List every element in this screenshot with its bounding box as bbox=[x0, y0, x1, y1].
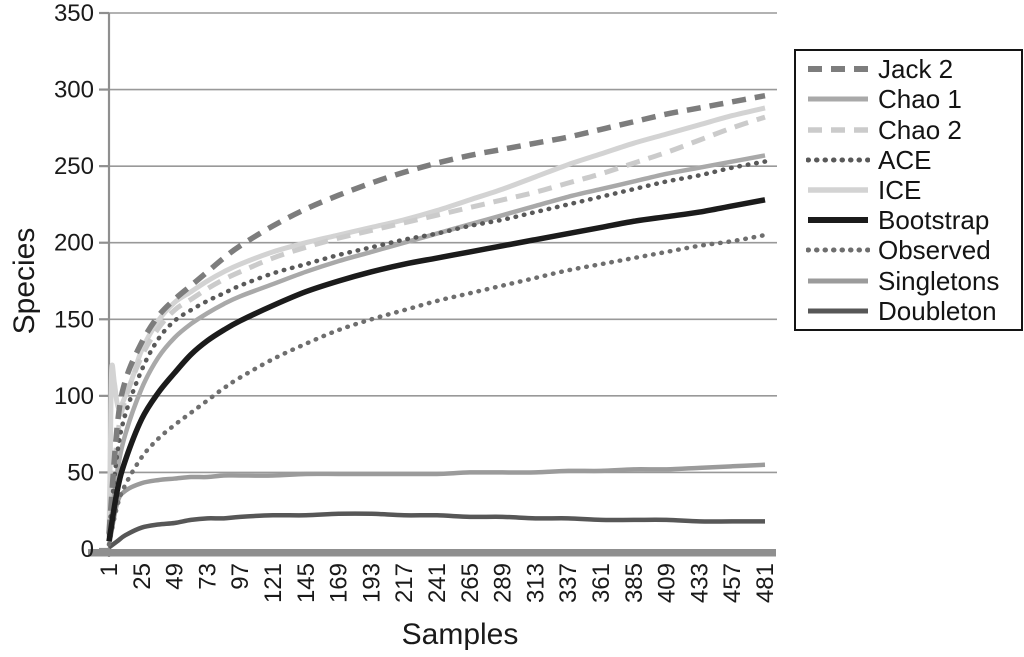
x-tick-label-25: 25 bbox=[129, 563, 156, 590]
legend-label: ACE bbox=[878, 144, 932, 175]
y-tick-label-350: 350 bbox=[54, 0, 94, 27]
x-tick-label-217: 217 bbox=[391, 563, 418, 603]
legend-swatch-dashed bbox=[808, 126, 868, 133]
data-series bbox=[106, 92, 768, 550]
x-tick-label-337: 337 bbox=[555, 563, 582, 603]
legend-item-chao-1: Chao 1 bbox=[806, 86, 1015, 112]
x-tick-label-457: 457 bbox=[719, 563, 746, 603]
gridlines bbox=[109, 12, 777, 474]
legend-swatch-solid bbox=[808, 308, 868, 314]
legend-label: Chao 2 bbox=[878, 114, 962, 145]
series-line-ace bbox=[106, 159, 768, 536]
series-line-doubleton bbox=[107, 511, 765, 550]
x-tick-label-385: 385 bbox=[621, 563, 648, 603]
x-axis-title: Samples bbox=[402, 618, 519, 651]
x-tick-label-289: 289 bbox=[490, 563, 517, 603]
legend-swatch-dashed bbox=[808, 66, 868, 73]
x-tick-label-169: 169 bbox=[326, 563, 353, 603]
x-tick-label-313: 313 bbox=[522, 563, 549, 603]
legend-label: ICE bbox=[878, 174, 922, 205]
series-line-singletons bbox=[106, 462, 766, 547]
y-tick-label-200: 200 bbox=[54, 230, 94, 257]
series-line-chao-2 bbox=[106, 114, 766, 531]
x-tick-label-193: 193 bbox=[358, 563, 385, 603]
series-line-bootstrap bbox=[106, 197, 766, 542]
legend-item-jack-2: Jack 2 bbox=[806, 56, 1015, 82]
legend-label: Chao 1 bbox=[878, 84, 962, 115]
legend-swatch-solid bbox=[808, 217, 868, 224]
legend-item-observed: Observed bbox=[806, 237, 1015, 263]
legend-item-ace: ACE bbox=[806, 147, 1015, 173]
x-tick-label-73: 73 bbox=[194, 563, 221, 590]
x-tick-label-1: 1 bbox=[96, 563, 123, 576]
legend-label: Doubleton bbox=[878, 295, 997, 326]
legend-box: Jack 2 Chao 1 Chao 2 ACE ICE Bootstrap Observe… bbox=[794, 49, 1023, 331]
series-line-chao-1 bbox=[106, 153, 766, 538]
legend-swatch-solid bbox=[808, 96, 868, 102]
legend-swatch-dotted bbox=[806, 157, 870, 163]
x-tick-label-145: 145 bbox=[293, 563, 320, 603]
series-line-observed bbox=[106, 232, 768, 547]
x-tick-label-265: 265 bbox=[457, 563, 484, 603]
x-tick-label-49: 49 bbox=[162, 563, 189, 590]
x-tick-label-97: 97 bbox=[227, 563, 254, 590]
series-line-jack-2 bbox=[106, 92, 766, 534]
y-axis-title: Species bbox=[8, 228, 41, 335]
legend-label: Bootstrap bbox=[878, 205, 990, 236]
legend-label: Singletons bbox=[878, 265, 1000, 296]
legend-swatch-solid bbox=[808, 278, 868, 284]
x-tick-label-361: 361 bbox=[588, 563, 615, 603]
y-tick-label-250: 250 bbox=[54, 153, 94, 180]
x-tick-label-241: 241 bbox=[424, 563, 451, 603]
legend-item-bootstrap: Bootstrap bbox=[806, 207, 1015, 233]
legend-item-singletons: Singletons bbox=[806, 268, 1015, 294]
legend-item-chao-2: Chao 2 bbox=[806, 117, 1015, 143]
x-axis-bar bbox=[88, 549, 776, 557]
legend-swatch-solid bbox=[808, 187, 868, 193]
y-tick-label-300: 300 bbox=[54, 77, 94, 104]
y-tick-label-50: 50 bbox=[67, 459, 94, 486]
y-tick-label-150: 150 bbox=[54, 306, 94, 333]
legend-item-ice: ICE bbox=[806, 177, 1015, 203]
legend-item-doubleton: Doubleton bbox=[806, 298, 1015, 324]
x-tick-label-433: 433 bbox=[686, 563, 713, 603]
x-tick-label-481: 481 bbox=[752, 563, 779, 603]
y-tick-label-0: 0 bbox=[81, 536, 94, 563]
x-tick-label-409: 409 bbox=[654, 563, 681, 603]
legend-label: Observed bbox=[878, 235, 991, 266]
x-tick-label-121: 121 bbox=[260, 563, 287, 603]
tick-labels: 0 50 100 150 200 250 300 350 1 25 49 73 97 121 145 169 1… bbox=[54, 0, 779, 603]
y-tick-label-100: 100 bbox=[54, 383, 94, 410]
legend-label: Jack 2 bbox=[878, 54, 954, 85]
legend-swatch-dotted bbox=[806, 247, 870, 253]
